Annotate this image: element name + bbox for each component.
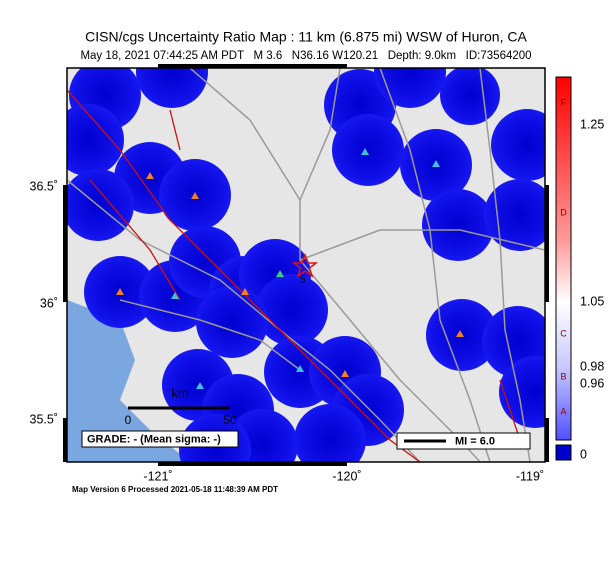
- scale-end: 50: [223, 413, 237, 427]
- lat-label: 36˚: [40, 296, 58, 310]
- grade-letter: F: [561, 97, 567, 107]
- grade-letter: B: [560, 371, 566, 381]
- faults: [67, 89, 521, 462]
- subtitle: May 18, 2021 07:44:25 AM PDT M 3.6 N36.1…: [80, 50, 531, 62]
- colorbar: [555, 76, 572, 441]
- uncertainty-zones: [67, 68, 545, 462]
- colorbar-label: 0.96: [580, 376, 604, 390]
- colorbar-label: 1.25: [580, 117, 604, 131]
- grade-letter: A: [560, 406, 566, 416]
- colorbar-label: 1.05: [580, 294, 604, 308]
- lon-label: -119˚: [516, 469, 544, 483]
- mi-box: [396, 432, 531, 450]
- lat-label: 35.5˚: [30, 412, 59, 426]
- footer: Map Version 6 Processed 2021-05-18 11:48…: [72, 485, 278, 494]
- colorbar-label: 0: [580, 447, 587, 461]
- grade-letter: D: [560, 207, 567, 217]
- scale-start: 0: [125, 413, 132, 427]
- colorbar-label: 0.98: [580, 359, 604, 373]
- mi-text: MI = 6.0: [455, 435, 495, 447]
- roads: [67, 68, 545, 462]
- epicenter: [291, 252, 319, 278]
- grade-letter: C: [560, 328, 567, 338]
- grade-text: GRADE: - (Mean sigma: -): [87, 433, 221, 445]
- epicenter-label: 5: [300, 275, 306, 286]
- grade-box: [81, 430, 239, 448]
- frame-ticks: [63, 64, 549, 466]
- scale-unit: km: [171, 385, 188, 400]
- colorbar-zero: [555, 444, 572, 461]
- title: CISN/cgs Uncertainty Ratio Map : 11 km (…: [85, 29, 527, 45]
- lon-label: -121˚: [143, 469, 172, 483]
- map: 5 km 0 50 GRADE: - (Mean sigma: -) MI = …: [67, 68, 545, 462]
- stations: [116, 148, 464, 389]
- lat-label: 36.5˚: [30, 179, 59, 193]
- lon-label: -120˚: [332, 469, 361, 483]
